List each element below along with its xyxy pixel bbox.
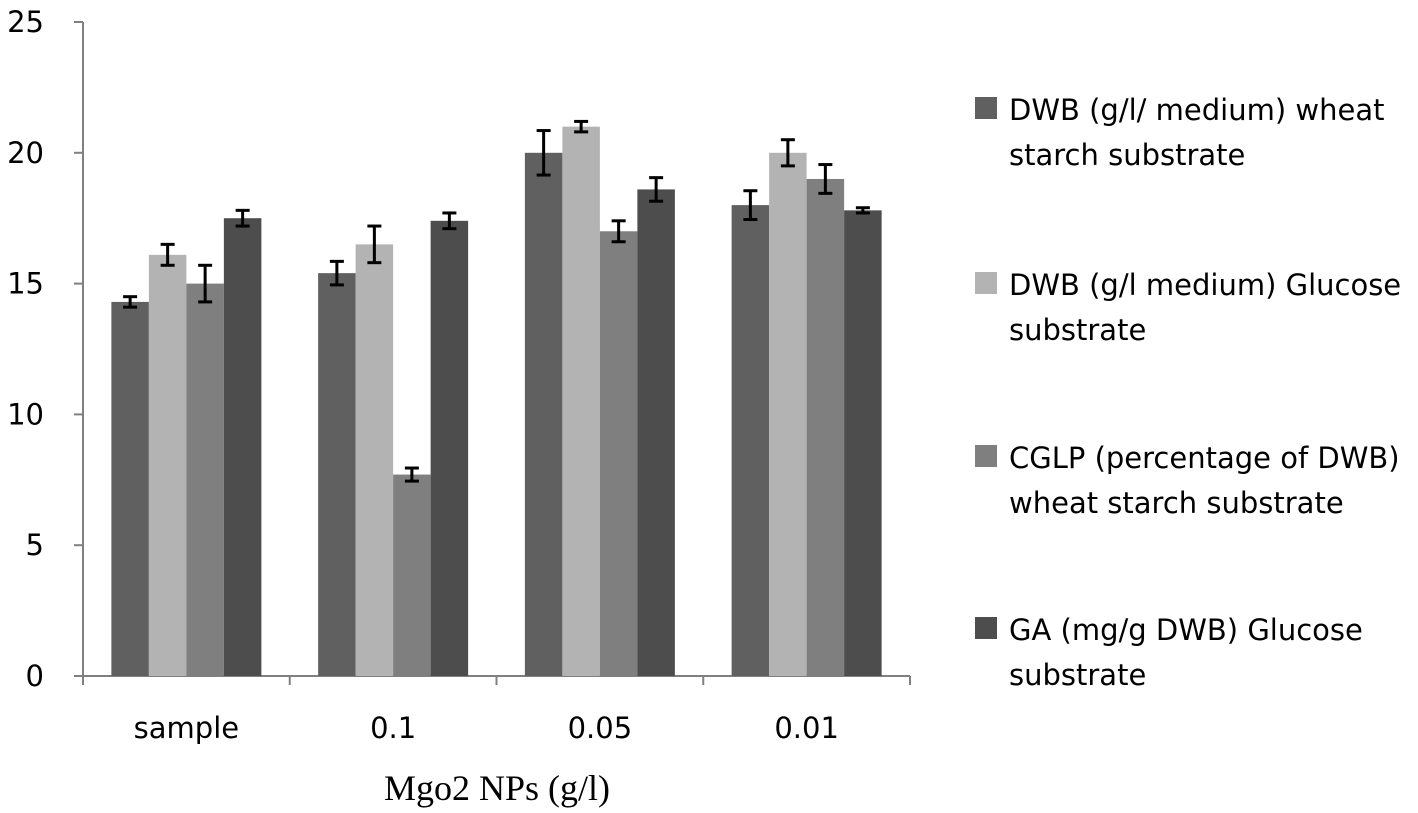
x-axis-title: Mgo2 NPs (g/l) bbox=[384, 768, 610, 808]
x-tick-label: 0.1 bbox=[370, 711, 416, 745]
bar bbox=[223, 218, 262, 676]
legend-item: CGLP (percentage of DWB) wheat starch su… bbox=[975, 436, 1414, 526]
plot-area: 0 5 10 15 20 25 sample 0.1 0.05 0.01 bbox=[7, 5, 911, 745]
bar bbox=[355, 244, 394, 677]
bar bbox=[148, 254, 187, 676]
bar bbox=[806, 178, 845, 676]
x-tick-label: 0.01 bbox=[774, 711, 839, 745]
bar bbox=[599, 231, 638, 676]
legend-swatch bbox=[975, 617, 997, 639]
legend-item: DWB (g/l/ medium) wheat starch substrate bbox=[975, 88, 1414, 178]
legend-swatch bbox=[975, 445, 997, 467]
x-tick-label: 0.05 bbox=[568, 711, 633, 745]
bar bbox=[186, 283, 224, 676]
x-tick-label: sample bbox=[134, 711, 239, 745]
y-tick-label: 15 bbox=[7, 267, 44, 301]
legend-item: DWB (g/l medium) Glucose substrate bbox=[975, 263, 1414, 353]
y-tick-label: 5 bbox=[26, 528, 44, 562]
bar bbox=[562, 126, 600, 676]
legend-label: DWB (g/l/ medium) wheat starch substrate bbox=[1009, 93, 1385, 172]
bar bbox=[393, 474, 431, 676]
bar bbox=[430, 220, 469, 677]
legend-swatch bbox=[975, 97, 997, 119]
legend-label: GA (mg/g DWB) Glucose substrate bbox=[1009, 613, 1363, 692]
y-tick-label: 20 bbox=[7, 136, 44, 170]
bar bbox=[111, 301, 149, 676]
legend-item: GA (mg/g DWB) Glucose substrate bbox=[975, 608, 1414, 698]
y-tick-label: 10 bbox=[7, 397, 44, 431]
bar bbox=[731, 205, 770, 676]
legend-label: DWB (g/l medium) Glucose substrate bbox=[1009, 268, 1402, 347]
bar bbox=[769, 152, 807, 677]
legend-label: CGLP (percentage of DWB) wheat starch su… bbox=[1009, 441, 1400, 520]
bar bbox=[318, 273, 356, 676]
bar bbox=[524, 152, 563, 677]
y-tick-label: 25 bbox=[7, 5, 44, 39]
bar bbox=[637, 189, 675, 676]
legend-swatch bbox=[975, 272, 997, 294]
bar bbox=[844, 210, 882, 677]
y-tick-label: 0 bbox=[26, 659, 44, 693]
